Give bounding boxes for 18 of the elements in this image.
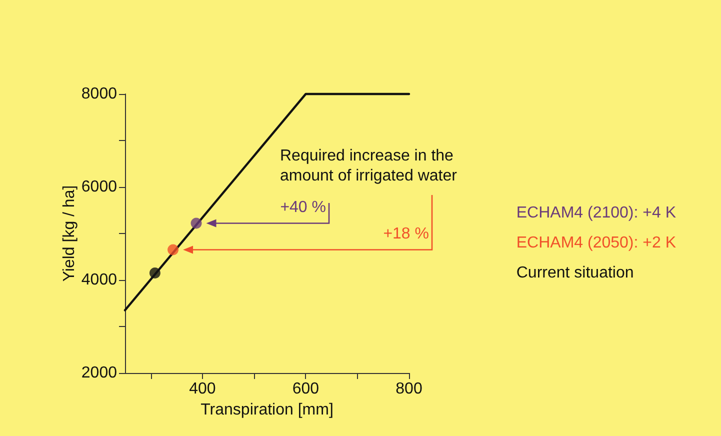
point bbox=[149, 268, 160, 279]
x-axis-title: Transpiration [mm] bbox=[200, 401, 334, 418]
x-tick-label: 600 bbox=[292, 380, 320, 398]
annotation: Required increase in the amount of irrigated water bbox=[280, 148, 458, 184]
point bbox=[190, 218, 202, 229]
x-tick-label: 800 bbox=[396, 380, 422, 398]
text: Current situation bbox=[516, 264, 634, 282]
text: ECHAM4 (2050): +2 K bbox=[516, 234, 676, 252]
point bbox=[168, 244, 179, 256]
text: ECHAM4 (2100): +4 K bbox=[516, 204, 676, 222]
x-tick-label: 400 bbox=[189, 380, 216, 398]
annotation: +18 % bbox=[383, 225, 429, 242]
annotation: +40 % bbox=[280, 198, 326, 216]
y-tick-label: 6000 bbox=[81, 178, 118, 196]
y-axis-title: Yield [kg / ha] bbox=[61, 185, 78, 282]
y-tick-label: 2000 bbox=[81, 364, 118, 382]
y-tick-label: 8000 bbox=[81, 86, 118, 102]
y-tick-label: 4000 bbox=[81, 272, 118, 288]
